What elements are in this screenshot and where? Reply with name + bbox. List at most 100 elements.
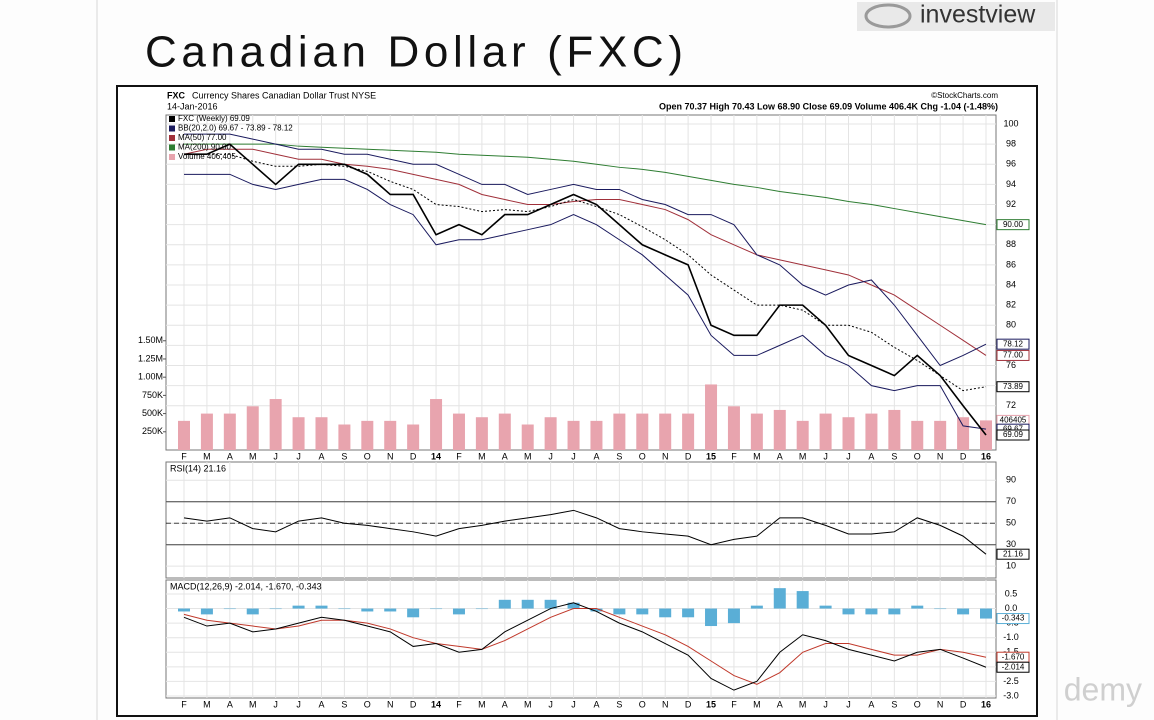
x-tick-label: A bbox=[777, 699, 783, 709]
bar bbox=[223, 413, 236, 450]
x-tick-label: J bbox=[571, 451, 576, 461]
bar bbox=[865, 413, 878, 450]
legend-swatch bbox=[169, 144, 175, 151]
bar bbox=[773, 409, 786, 450]
y-tick-label: -1.0 bbox=[1003, 632, 1019, 642]
bar bbox=[269, 608, 282, 610]
bar bbox=[246, 608, 259, 615]
bar bbox=[407, 424, 420, 450]
x-tick-label: M bbox=[478, 451, 486, 461]
x-tick-label: J bbox=[823, 451, 828, 461]
x-tick-label: M bbox=[203, 699, 211, 709]
bar bbox=[727, 406, 740, 450]
x-tick-label: A bbox=[227, 451, 233, 461]
value-tag bbox=[996, 661, 1030, 673]
bar bbox=[682, 608, 695, 618]
y2-tick-label: 1.00M bbox=[138, 372, 163, 382]
value-tag bbox=[996, 219, 1030, 231]
bar bbox=[452, 413, 465, 450]
bar bbox=[819, 605, 832, 609]
series-line bbox=[184, 153, 987, 392]
legend-entry: Volume 406,405 bbox=[178, 152, 236, 161]
x-tick-label: S bbox=[341, 699, 347, 709]
x-tick-label: N bbox=[937, 699, 944, 709]
x-tick-label: N bbox=[387, 699, 394, 709]
x-tick-label: F bbox=[181, 451, 187, 461]
bar bbox=[888, 409, 901, 450]
series-line bbox=[183, 509, 987, 555]
chart-symbol: FXC bbox=[167, 90, 186, 100]
x-tick-label: J bbox=[548, 451, 553, 461]
bar bbox=[934, 608, 947, 610]
bar bbox=[498, 413, 511, 450]
y-tick-label: 98 bbox=[1006, 139, 1016, 149]
value-tag-label: 78.12 bbox=[1003, 339, 1024, 348]
bar bbox=[200, 608, 213, 615]
x-tick-label: O bbox=[364, 451, 371, 461]
y-tick-label: 88 bbox=[1006, 239, 1016, 249]
y2-tick-label: 250K bbox=[142, 426, 163, 436]
x-tick-label: A bbox=[593, 451, 599, 461]
legend-entry: FXC (Weekly) 69.09 bbox=[178, 114, 250, 123]
bar bbox=[521, 599, 534, 609]
x-tick-label: F bbox=[731, 699, 737, 709]
x-tick-label: M bbox=[799, 451, 807, 461]
x-tick-label: D bbox=[410, 451, 417, 461]
value-tag-label: 77.00 bbox=[1003, 351, 1024, 360]
x-tick-label: A bbox=[318, 699, 324, 709]
y-tick-label: 0.0 bbox=[1005, 603, 1018, 613]
bar bbox=[613, 608, 626, 615]
x-tick-label: D bbox=[685, 451, 692, 461]
bar bbox=[269, 399, 282, 450]
logo-icon bbox=[864, 3, 912, 29]
panel-title: MACD(12,26,9) -2.014, -1.670, -0.343 bbox=[170, 581, 322, 591]
x-tick-label: J bbox=[823, 699, 828, 709]
y-tick-label: 70 bbox=[1006, 496, 1016, 506]
value-tag bbox=[996, 613, 1030, 625]
x-tick-label: D bbox=[410, 699, 417, 709]
bar bbox=[934, 420, 947, 450]
y2-tick-label: 1.25M bbox=[138, 353, 163, 363]
x-tick-label: M bbox=[753, 699, 761, 709]
x-tick-label: A bbox=[227, 699, 233, 709]
bar bbox=[521, 424, 534, 450]
x-tick-label: 14 bbox=[431, 699, 441, 709]
y-tick-label: 76 bbox=[1006, 360, 1016, 370]
bar bbox=[842, 608, 855, 615]
y-tick-label: 90 bbox=[1006, 475, 1016, 485]
y-tick-label: -3.0 bbox=[1003, 690, 1019, 700]
y2-tick-label: 500K bbox=[142, 408, 163, 418]
value-tag-label: -1.670 bbox=[1002, 652, 1025, 661]
x-tick-label: N bbox=[662, 451, 669, 461]
x-tick-label: O bbox=[914, 699, 921, 709]
bar bbox=[636, 413, 649, 450]
chart-date: 14-Jan-2016 bbox=[167, 101, 218, 111]
x-tick-label: F bbox=[731, 451, 737, 461]
x-tick-label: A bbox=[593, 699, 599, 709]
bar bbox=[361, 420, 374, 450]
value-tag bbox=[996, 548, 1030, 560]
bar bbox=[980, 608, 992, 619]
x-tick-label: M bbox=[524, 699, 532, 709]
y-tick-label: 0.5 bbox=[1005, 588, 1018, 598]
bar bbox=[178, 608, 190, 612]
value-tag-label: 73.89 bbox=[1003, 382, 1024, 391]
y-tick-label: 100 bbox=[1003, 118, 1018, 128]
bar bbox=[178, 420, 190, 450]
quote: Open 70.37 High 70.43 Low 68.90 Close 69… bbox=[659, 101, 998, 111]
x-tick-label: J bbox=[571, 699, 576, 709]
bar bbox=[842, 417, 855, 450]
bar bbox=[865, 608, 878, 615]
bar bbox=[957, 608, 970, 615]
y-tick-label: 82 bbox=[1006, 300, 1016, 310]
x-tick-label: 16 bbox=[981, 699, 991, 709]
x-tick-label: N bbox=[937, 451, 944, 461]
x-tick-label: M bbox=[799, 699, 807, 709]
x-tick-label: J bbox=[296, 451, 301, 461]
x-tick-label: J bbox=[846, 699, 851, 709]
bar bbox=[613, 413, 626, 450]
x-tick-label: S bbox=[616, 451, 622, 461]
value-tag-label: 69.09 bbox=[1003, 430, 1024, 439]
bar bbox=[384, 608, 397, 612]
